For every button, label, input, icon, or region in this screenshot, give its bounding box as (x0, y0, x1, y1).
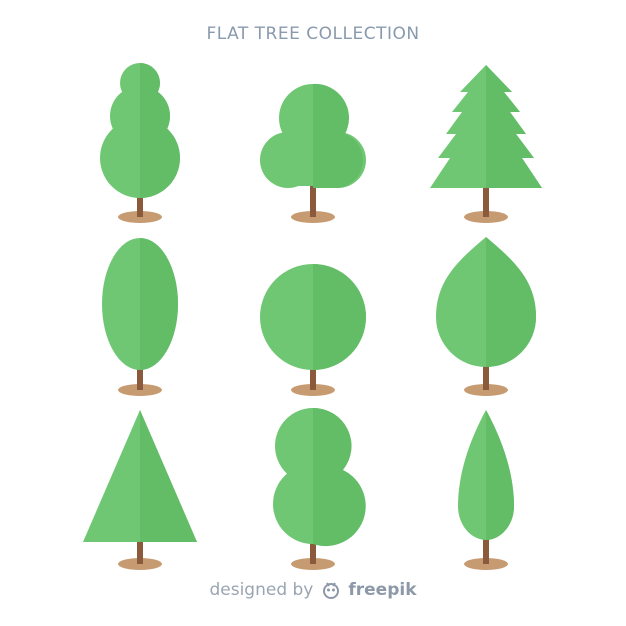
footer-credit: designed by freepik (0, 580, 626, 600)
oval-tree (50, 222, 230, 402)
tree-trunk (137, 190, 143, 217)
footer-prefix: designed by (209, 580, 314, 600)
tree-trunk (310, 357, 316, 390)
page-title: FLAT TREE COLLECTION (206, 24, 420, 44)
round-tree (223, 222, 403, 402)
double-round-tree (223, 398, 403, 578)
tree-trunk (483, 533, 489, 564)
footer-brand[interactable]: freepik (348, 580, 417, 600)
tree-trunk (137, 357, 143, 390)
tree-trunk (310, 180, 316, 217)
tree-trunk (137, 538, 143, 564)
bushy-tree (223, 50, 403, 230)
leaf-tree (396, 222, 576, 402)
freepik-logo-icon (321, 580, 341, 600)
stacked-round-tree (50, 50, 230, 230)
triangle-tree (50, 398, 230, 578)
pine-tree (396, 50, 576, 230)
tree-trunk (310, 536, 316, 564)
cypress-tree (396, 398, 576, 578)
tree-trunk (483, 185, 489, 217)
tree-trunk (483, 357, 489, 390)
